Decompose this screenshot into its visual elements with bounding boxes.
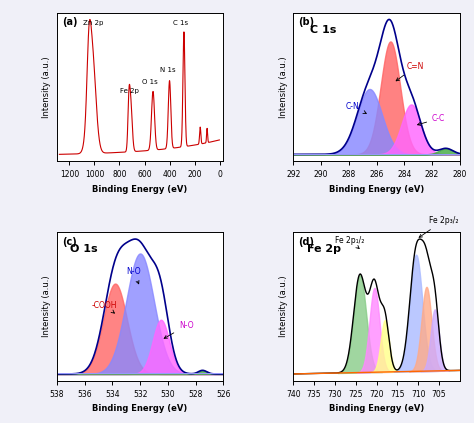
Y-axis label: Intensity (a.u.): Intensity (a.u.) — [42, 276, 51, 337]
Text: Fe 2p₁/₂: Fe 2p₁/₂ — [335, 236, 365, 249]
Y-axis label: Intensity (a.u.): Intensity (a.u.) — [279, 56, 288, 118]
Text: C 1s: C 1s — [310, 25, 337, 35]
Text: (c): (c) — [62, 237, 77, 247]
Text: N-O: N-O — [126, 267, 141, 284]
Text: Zn 2p: Zn 2p — [83, 19, 103, 25]
Text: C 1s: C 1s — [173, 19, 188, 25]
X-axis label: Binding Energy (eV): Binding Energy (eV) — [329, 404, 424, 413]
Y-axis label: Intensity (a.u.): Intensity (a.u.) — [279, 276, 288, 337]
X-axis label: Binding Energy (eV): Binding Energy (eV) — [329, 185, 424, 194]
Text: -COOH: -COOH — [91, 301, 117, 313]
Text: (a): (a) — [62, 17, 77, 27]
Y-axis label: Intensity (a.u.): Intensity (a.u.) — [42, 56, 51, 118]
Text: Fe 2p: Fe 2p — [307, 244, 341, 254]
Text: C-C: C-C — [418, 114, 445, 125]
Text: Fe 2p₃/₂: Fe 2p₃/₂ — [419, 216, 458, 237]
Text: C=N: C=N — [396, 62, 424, 81]
Text: (d): (d) — [298, 237, 314, 247]
Text: N 1s: N 1s — [161, 67, 176, 73]
Text: O 1s: O 1s — [142, 79, 157, 85]
Text: C-N: C-N — [346, 102, 366, 113]
Text: Fe 2p: Fe 2p — [120, 88, 139, 94]
X-axis label: Binding Energy (eV): Binding Energy (eV) — [92, 185, 188, 194]
Text: (b): (b) — [298, 17, 314, 27]
Text: N-O: N-O — [164, 321, 193, 338]
X-axis label: Binding Energy (eV): Binding Energy (eV) — [92, 404, 188, 413]
Text: O 1s: O 1s — [70, 244, 98, 254]
